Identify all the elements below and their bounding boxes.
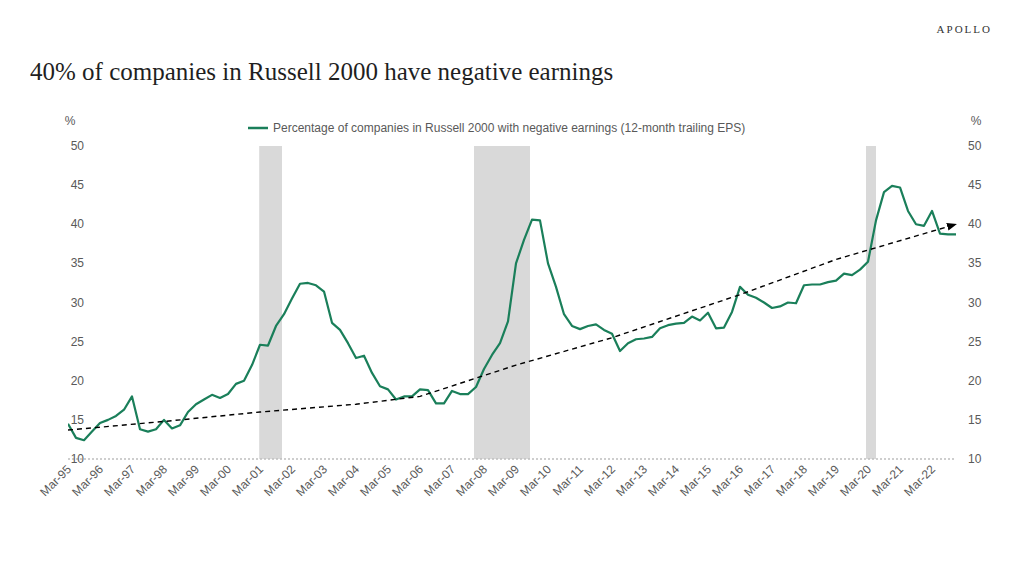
x-tick-label: Mar-15 bbox=[677, 462, 714, 499]
y-tick-label: 35 bbox=[71, 256, 85, 270]
x-tick-label: Mar-21 bbox=[869, 462, 906, 499]
x-axis-line bbox=[68, 458, 956, 460]
y2-tick-label: 45 bbox=[968, 178, 982, 192]
x-tick-label: Mar-03 bbox=[293, 462, 330, 499]
x-tick-label: Mar-05 bbox=[357, 462, 394, 499]
x-tick-label: Mar-08 bbox=[453, 462, 490, 499]
y-tick-label: 40 bbox=[71, 217, 85, 231]
x-tick-label: Mar-17 bbox=[741, 462, 778, 499]
y2-tick-label: 30 bbox=[968, 296, 982, 310]
y2-tick-label: 40 bbox=[968, 217, 982, 231]
x-tick-label: Mar-14 bbox=[645, 462, 682, 499]
x-tick-label: Mar-00 bbox=[197, 462, 234, 499]
x-tick-label: Mar-96 bbox=[69, 462, 106, 499]
y2-tick-label: 10 bbox=[968, 452, 982, 466]
y-tick-label: 50 bbox=[71, 139, 85, 153]
y2-tick-label: 15 bbox=[968, 413, 982, 427]
legend-swatch bbox=[248, 127, 268, 130]
x-tick-label: Mar-07 bbox=[421, 462, 458, 499]
x-tick-label: Mar-98 bbox=[133, 462, 170, 499]
y-tick-label: 30 bbox=[71, 296, 85, 310]
y-tick-label: 10 bbox=[71, 452, 85, 466]
y2-tick-label: 20 bbox=[968, 374, 982, 388]
recession-band bbox=[474, 146, 530, 459]
x-tick-label: Mar-13 bbox=[613, 462, 650, 499]
legend: Percentage of companies in Russell 2000 … bbox=[248, 121, 745, 135]
logo: APOLLO bbox=[937, 23, 992, 35]
y-tick-label: 25 bbox=[71, 335, 85, 349]
x-tick-label: Mar-95 bbox=[37, 462, 74, 499]
x-tick-label: Mar-20 bbox=[837, 462, 874, 499]
chart-container: APOLLO 40% of companies in Russell 2000 h… bbox=[0, 0, 1024, 576]
x-tick-label: Mar-06 bbox=[389, 462, 426, 499]
title: 40% of companies in Russell 2000 have ne… bbox=[30, 58, 613, 85]
x-tick-label: Mar-99 bbox=[165, 462, 202, 499]
y-tick-label: 15 bbox=[71, 413, 85, 427]
y2-tick-label: 35 bbox=[968, 256, 982, 270]
y-tick-label: 20 bbox=[71, 374, 85, 388]
x-tick-label: Mar-22 bbox=[901, 462, 938, 499]
x-tick-label: Mar-02 bbox=[261, 462, 298, 499]
x-tick-label: Mar-01 bbox=[229, 462, 266, 499]
x-tick-label: Mar-18 bbox=[773, 462, 810, 499]
x-tick-label: Mar-04 bbox=[325, 462, 362, 499]
x-tick-label: Mar-97 bbox=[101, 462, 138, 499]
x-tick-label: Mar-11 bbox=[550, 462, 586, 498]
trend-line bbox=[68, 224, 956, 430]
y2-tick-label: 50 bbox=[968, 139, 982, 153]
y2-axis-label: % bbox=[971, 114, 982, 128]
x-tick-label: Mar-10 bbox=[517, 462, 554, 499]
y-tick-label: 45 bbox=[71, 178, 85, 192]
x-tick-label: Mar-16 bbox=[709, 462, 746, 499]
recession-band bbox=[259, 146, 282, 459]
x-tick-label: Mar-19 bbox=[805, 462, 842, 499]
x-tick-label: Mar-12 bbox=[581, 462, 618, 499]
plot-area bbox=[68, 146, 956, 459]
series-line bbox=[68, 186, 956, 440]
y2-tick-label: 25 bbox=[968, 335, 982, 349]
recession-band bbox=[866, 146, 876, 459]
y-axis-label: % bbox=[65, 114, 76, 128]
chart-svg: APOLLO 40% of companies in Russell 2000 h… bbox=[0, 0, 1024, 576]
legend-label: Percentage of companies in Russell 2000 … bbox=[273, 121, 745, 135]
x-tick-label: Mar-09 bbox=[485, 462, 522, 499]
